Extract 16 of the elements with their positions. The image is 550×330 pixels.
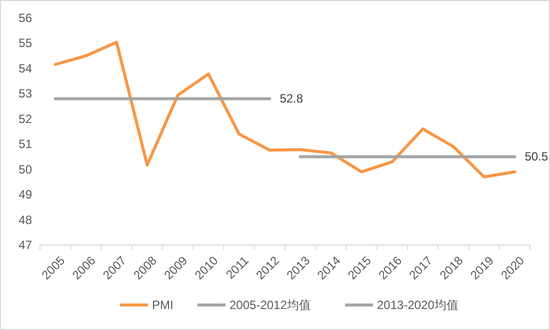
data-label: 50.5 (524, 150, 548, 164)
y-tick-label: 50 (18, 162, 32, 176)
line-series (54, 40, 516, 178)
legend-label: 2013-2020均值 (377, 298, 458, 312)
y-tick-label: 48 (18, 212, 32, 227)
y-tick-label: 51 (18, 137, 32, 152)
y-tick-label: 54 (18, 61, 32, 76)
y-tick-label: 47 (18, 238, 32, 252)
y-tick-label: 56 (18, 11, 32, 25)
legend-label: PMI (152, 298, 174, 312)
y-tick-label: 55 (18, 36, 32, 50)
y-tick-label: 52 (18, 112, 32, 126)
data-label: 52.8 (280, 92, 304, 106)
y-tick-label: 49 (18, 188, 32, 202)
legend-label: 2005-2012均值 (230, 298, 311, 312)
y-tick-label: 53 (18, 86, 32, 101)
